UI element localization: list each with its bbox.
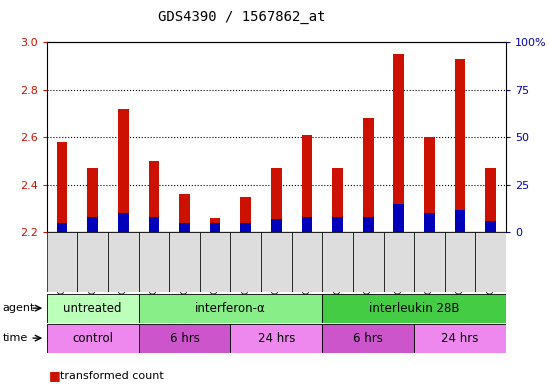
Text: transformed count: transformed count bbox=[60, 371, 164, 381]
Text: 6 hrs: 6 hrs bbox=[353, 332, 383, 344]
Bar bbox=[393, 204, 404, 232]
Text: control: control bbox=[72, 332, 113, 344]
Bar bbox=[47, 294, 139, 323]
Bar bbox=[57, 223, 68, 232]
Bar bbox=[47, 232, 78, 292]
Bar bbox=[139, 232, 169, 292]
Bar bbox=[414, 232, 445, 292]
Bar bbox=[301, 135, 312, 232]
Bar bbox=[383, 232, 414, 292]
Bar bbox=[455, 59, 465, 232]
Bar bbox=[292, 232, 322, 292]
Bar bbox=[424, 137, 435, 232]
Text: untreated: untreated bbox=[63, 302, 122, 314]
Bar bbox=[301, 217, 312, 232]
Bar bbox=[179, 194, 190, 232]
Bar bbox=[414, 324, 506, 353]
Bar bbox=[240, 197, 251, 232]
Bar bbox=[332, 168, 343, 232]
Bar bbox=[200, 232, 230, 292]
Text: interferon-α: interferon-α bbox=[195, 302, 266, 314]
Bar bbox=[332, 217, 343, 232]
Bar bbox=[485, 168, 496, 232]
Bar bbox=[445, 232, 475, 292]
Bar bbox=[78, 232, 108, 292]
Bar bbox=[179, 223, 190, 232]
Text: 24 hrs: 24 hrs bbox=[258, 332, 295, 344]
Bar bbox=[139, 324, 230, 353]
Bar bbox=[57, 142, 68, 232]
Bar bbox=[271, 168, 282, 232]
Bar bbox=[475, 232, 506, 292]
Bar bbox=[108, 232, 139, 292]
Text: 24 hrs: 24 hrs bbox=[442, 332, 478, 344]
Bar bbox=[230, 232, 261, 292]
Bar bbox=[363, 118, 373, 232]
Bar bbox=[363, 217, 373, 232]
Bar bbox=[210, 218, 221, 232]
Bar bbox=[87, 168, 98, 232]
Text: agent: agent bbox=[3, 303, 35, 313]
Bar bbox=[271, 219, 282, 232]
Bar bbox=[118, 109, 129, 232]
Text: 6 hrs: 6 hrs bbox=[169, 332, 200, 344]
Bar bbox=[47, 324, 139, 353]
Bar bbox=[455, 210, 465, 232]
Bar bbox=[353, 232, 383, 292]
Text: GDS4390 / 1567862_at: GDS4390 / 1567862_at bbox=[158, 10, 326, 23]
Bar bbox=[169, 232, 200, 292]
Bar bbox=[118, 214, 129, 232]
Bar bbox=[485, 221, 496, 232]
Bar bbox=[424, 214, 435, 232]
Bar bbox=[322, 232, 353, 292]
Bar bbox=[393, 54, 404, 232]
Bar bbox=[322, 294, 506, 323]
Bar bbox=[261, 232, 292, 292]
Bar bbox=[240, 223, 251, 232]
Text: time: time bbox=[3, 333, 28, 343]
Bar bbox=[139, 294, 322, 323]
Bar bbox=[148, 161, 159, 232]
Text: interleukin 28B: interleukin 28B bbox=[369, 302, 459, 314]
Text: ■: ■ bbox=[48, 369, 60, 382]
Bar bbox=[230, 324, 322, 353]
Bar bbox=[210, 223, 221, 232]
Bar bbox=[87, 217, 98, 232]
Text: ■: ■ bbox=[48, 382, 60, 384]
Bar bbox=[322, 324, 414, 353]
Bar bbox=[148, 217, 159, 232]
